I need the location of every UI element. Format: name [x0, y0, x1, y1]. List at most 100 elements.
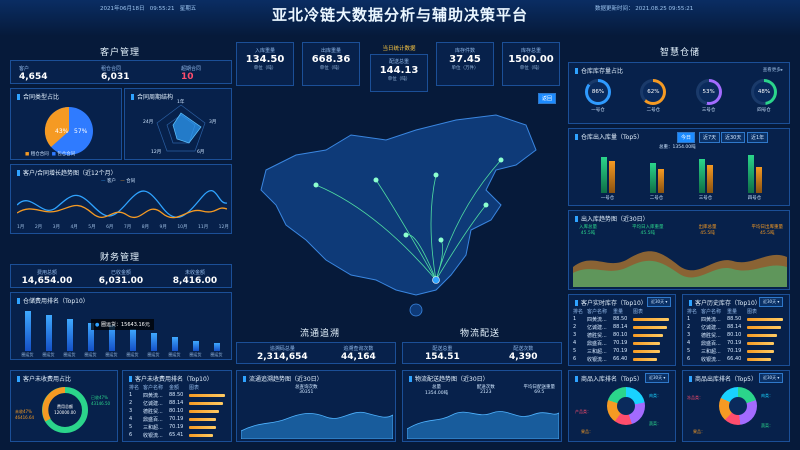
table-row[interactable]: 5 三和超... 70.19	[687, 347, 787, 355]
delivery-trend-chart	[407, 411, 559, 439]
page-title: 亚北冷链大数据分析与辅助决策平台	[271, 6, 528, 24]
kpi-delivery-count: 配送次数 4,390	[509, 346, 538, 362]
customer-trend-chart	[17, 189, 227, 219]
inout-total: 总重：1354.00吨	[659, 145, 696, 150]
radar-label-6m: 6月	[197, 150, 205, 155]
occupancy-ring-4[interactable]: 48% 四号仓	[747, 79, 781, 113]
table-row[interactable]: 2 亿诚建... 88.14	[573, 323, 673, 331]
trace-trend-summary: 总查询次数 30351	[295, 385, 318, 395]
header-right-info: 数据更新时间： 2021.08.25 09:55:21	[595, 4, 693, 12]
delivery-trend-summary: 总量 1354.00吨 配送次数 2123 平均日配送重量 69.5	[425, 385, 555, 396]
table-row[interactable]: 3 德胜贸... 80.10	[129, 407, 229, 415]
fee-bar[interactable]	[108, 325, 115, 351]
svg-text:120000.00: 120000.00	[54, 410, 76, 415]
customer-section-title: 客户管理	[99, 48, 140, 58]
out-rank-filter[interactable]: 近30天 ▾	[759, 373, 784, 383]
inout-bar-group[interactable]	[747, 155, 762, 193]
fee-bar[interactable]	[45, 315, 52, 351]
tab-7days[interactable]: 近7天	[699, 132, 721, 143]
pie-label-b: 57%	[74, 128, 88, 135]
occupancy-more-link[interactable]: 查看更多▸	[762, 68, 783, 73]
realtime-stock-panel: 客户实时库存（Top10） 近30天 ▾ 排名 客户名称 重量 图表 1 四黄流... 8…	[568, 294, 676, 366]
occupancy-ring-1[interactable]: 86% 一号仓	[581, 79, 615, 113]
out-rank-label-4: 果品：	[693, 429, 705, 434]
storage-section-title: 智慧仓储	[659, 48, 700, 58]
trace-trend-title: 流通追溯趋势图（近30日）	[243, 374, 323, 383]
in-rank-label-3: 蔬菜：	[649, 421, 661, 426]
contract-cycle-panel: 合同周期结构 1年 3月 6月 12月 24月	[124, 88, 232, 160]
table-row[interactable]: 3 德胜贸... 80.10	[573, 331, 673, 339]
delivery-trend-title: 物流配送趋势图（近30日）	[409, 374, 489, 383]
finance-section-title: 财务管理	[99, 253, 140, 263]
occupancy-ring-3[interactable]: 53% 三号仓	[692, 79, 726, 113]
tab-today[interactable]: 今日	[677, 132, 696, 143]
history-stock-panel: 客户历史库存（Top10） 近30天 ▾ 排名 客户名称 重量 图表 1 四黄流... 8…	[682, 294, 790, 366]
kpi-trace-queries: 追溯查询次数 44,164	[341, 346, 376, 362]
realtime-stock-table: 排名 客户名称 重量 图表 1 四黄流... 88.50 2 亿诚建... 88.14 3 德胜…	[573, 307, 673, 363]
table-row[interactable]: 4 鼎盛百... 70.19	[573, 339, 673, 347]
contract-cycle-radar	[156, 104, 206, 152]
fee-bar[interactable]	[24, 311, 31, 351]
svg-text:费用总额: 费用总额	[57, 403, 73, 409]
table-row[interactable]: 2 亿诚建... 88.14	[687, 323, 787, 331]
return-button[interactable]: 返回	[538, 93, 557, 104]
contract-cycle-title: 合同周期结构	[131, 92, 173, 101]
inout-bar-group[interactable]	[698, 159, 713, 193]
flow-lines	[315, 159, 502, 281]
unpaid-ratio-panel: 客户未收费用占比 费用总额 120000.00 未收47% 46416.64 已…	[10, 370, 118, 442]
inout-bar-group[interactable]	[600, 157, 615, 193]
tab-30days[interactable]: 近30天	[721, 132, 746, 143]
realtime-filter[interactable]: 近30天 ▾	[647, 297, 672, 307]
table-row[interactable]: 6 收银流... 66.40	[573, 355, 673, 363]
table-row[interactable]: 1 四黄流... 88.50	[129, 391, 229, 399]
delivery-kpi-panel: 配送总重 154.51 配送次数 4,390	[402, 342, 562, 364]
kpi-unreceived: 未收金额 8,416.00	[172, 270, 218, 286]
occupancy-ring-2[interactable]: 62% 二号仓	[636, 79, 670, 113]
fee-rank-bars	[17, 307, 227, 351]
kpi-delivery-total: 配送总重 154.51	[425, 346, 460, 362]
table-row[interactable]: 6 收银流... 65.41	[129, 431, 229, 439]
china-map[interactable]	[256, 110, 546, 320]
fee-bar[interactable]	[213, 343, 220, 351]
table-row[interactable]: 4 鼎盛百... 70.19	[687, 339, 787, 347]
inout-title: 仓库出入库量（Top5）	[575, 132, 643, 141]
table-row[interactable]: 5 三和超... 70.19	[129, 423, 229, 431]
fee-bar[interactable]	[66, 319, 73, 351]
history-filter[interactable]: 近30天 ▾	[759, 297, 784, 307]
table-row[interactable]: 3 德胜贸... 80.10	[687, 331, 787, 339]
out-rank-donut	[719, 387, 757, 425]
finance-kpi-panel: 费用总额 14,654.00 已收金额 6,031.00 未收金额 8,416.…	[10, 264, 232, 288]
kpi-stock-weight: 库存总重 1500.00 单位（吨）	[502, 42, 560, 86]
out-rank-title: 商品出库排名（Top5）	[689, 374, 757, 383]
fee-bar[interactable]	[87, 323, 94, 351]
fee-bar[interactable]	[129, 329, 136, 351]
table-row[interactable]: 6 收银流... 66.40	[687, 355, 787, 363]
table-row[interactable]: 5 三和超... 70.19	[573, 347, 673, 355]
customer-trend-legend: — 客户 — 合同	[101, 179, 136, 184]
table-header: 排名 客户名称 重量 图表	[573, 308, 644, 315]
occupancy-panel: 仓库库存量占比 查看更多▸ 86% 一号仓 62% 二号仓 53% 三号仓 48…	[568, 62, 790, 124]
table-row[interactable]: 1 四黄流... 88.50	[573, 315, 673, 323]
inout-panel: 仓库出入库量（Top5） 今日 近7天 近30天 近1年 总重：1354.00吨…	[568, 128, 790, 206]
table-row[interactable]: 2 亿诚建... 88.14	[129, 399, 229, 407]
fee-bar[interactable]	[150, 333, 157, 351]
inout-trend-stats: 入库总量 45.5吨 平均日入库重量 45.5吨 出库总量 45.5吨 平均日出库重量…	[579, 225, 783, 236]
inout-trend-panel: 出入库趋势图（近30日） 入库总量 45.5吨 平均日入库重量 45.5吨 出库总量…	[568, 210, 790, 290]
contract-type-panel: 合同类型占比 43% 57% ■ 租仓合同 ■ 包仓合同	[10, 88, 122, 160]
kpi-stock-count: 库存件数 37.45 单位（万件）	[436, 42, 494, 86]
fee-rank-tooltip: ● 圈运货：15643.16元	[91, 319, 154, 330]
radar-label-24m: 24月	[143, 120, 154, 125]
in-rank-panel: 商品入库排名（Top5） 近30天 ▾ 产品类： 肉类： 蔬菜： 果品：	[568, 370, 676, 442]
header-left-info: 2021年06月18日 09:55:21 星期五	[100, 4, 196, 12]
out-rank-label-3: 蔬菜：	[761, 423, 773, 428]
kpi-customers: 客户 4,654	[19, 66, 48, 82]
inout-bar-group[interactable]	[649, 163, 664, 193]
in-rank-filter[interactable]: 近30天 ▾	[645, 373, 670, 383]
fee-bar[interactable]	[192, 341, 199, 351]
fee-bar[interactable]	[171, 337, 178, 351]
fee-rank-xaxis: 圈运货 圈运货 圈运货 圈运货 圈运货 圈运货 圈运货 圈运货 圈运货 圈运货	[21, 352, 223, 357]
table-row[interactable]: 4 鼎盛百... 70.19	[129, 415, 229, 423]
tab-1year[interactable]: 近1年	[747, 132, 769, 143]
map-origin-marker[interactable]	[432, 276, 440, 284]
table-row[interactable]: 1 四黄流... 88.50	[687, 315, 787, 323]
